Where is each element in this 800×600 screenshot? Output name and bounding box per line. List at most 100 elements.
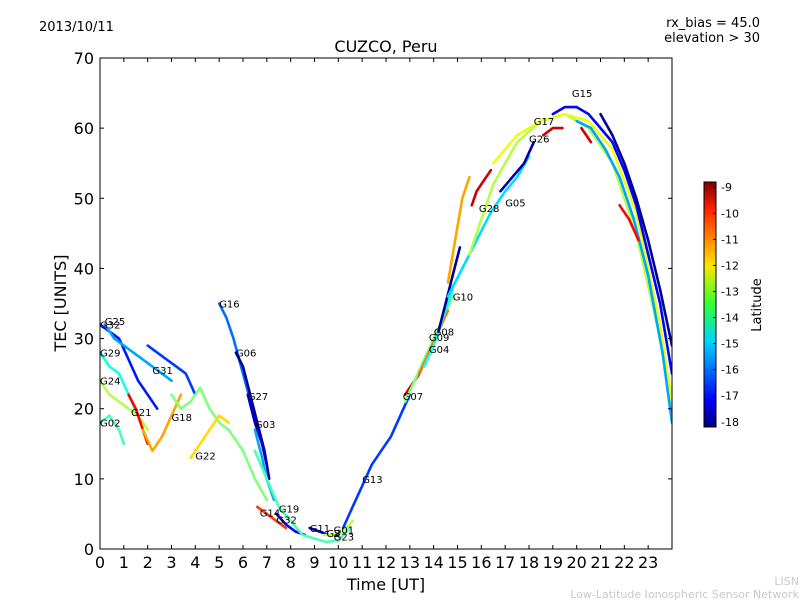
series-g23 [253, 449, 352, 544]
sat-label-g11: G11 [310, 524, 330, 535]
x-tick-label: 2 [143, 553, 153, 572]
sat-label-g15: G15 [572, 89, 592, 100]
series-g20 [468, 112, 672, 410]
sat-label-g10: G10 [453, 293, 473, 304]
colorbar [703, 181, 717, 428]
axis-ticks: 0 1 2 3 4 5 6 7 8 9 10 11 12 13 14 15 16 17 18 19 20 21 22 2301… [74, 49, 672, 572]
x-tick-label: 6 [238, 553, 248, 572]
sat-label-g2: G2 [326, 529, 340, 540]
x-tick-label: 21 [590, 553, 610, 572]
x-tick-label: 15 [447, 553, 467, 572]
satellite-labels: G32G25G29G24G02G21G31G18G22G16G06G27G03G… [100, 89, 592, 543]
x-tick-label: 8 [286, 553, 296, 572]
x-tick-label: 7 [262, 553, 272, 572]
x-tick-label: 12 [376, 553, 396, 572]
series-g12 [141, 393, 183, 453]
sat-label-g21: G21 [131, 408, 151, 419]
x-tick-label: 17 [495, 553, 515, 572]
sat-label-g04: G04 [429, 345, 449, 356]
sat-label-g14: G14 [260, 509, 280, 520]
x-tick-label: 9 [309, 553, 319, 572]
series-g01 [322, 519, 354, 537]
sat-label-g29: G29 [100, 349, 120, 360]
x-tick-label: 10 [328, 553, 348, 572]
x-axis-label: Time [UT] [346, 575, 425, 594]
colorbar-tick-label: -17 [721, 390, 739, 403]
series-g28 [446, 175, 471, 284]
colorbar-tick-label: -12 [721, 259, 739, 272]
series-g25 [103, 323, 173, 382]
series-g31 [146, 344, 197, 396]
colorbar-ticks: -9 -10 -11 -12 -13 -14 -15 -16 -17 -18 [713, 181, 739, 429]
y-tick-label: 10 [74, 470, 94, 489]
sat-label-g28: G28 [479, 204, 499, 215]
series-g26 [499, 140, 536, 193]
series-g18 [170, 386, 269, 502]
series-g15 [551, 105, 672, 375]
sat-label-g24: G24 [100, 377, 120, 388]
series-layer [100, 105, 672, 544]
y-tick-label: 60 [74, 119, 94, 138]
rx-bias-label: rx_bias = 45.0 [666, 16, 760, 31]
x-tick-label: 22 [614, 553, 634, 572]
sat-label-g31: G31 [152, 366, 172, 377]
x-tick-label: 4 [190, 553, 200, 572]
colorbar-tick-label: -16 [721, 364, 739, 377]
series-g13 [341, 393, 412, 530]
y-tick-label: 30 [74, 330, 94, 349]
sat-label-g27: G27 [248, 392, 268, 403]
y-tick-label: 70 [74, 49, 94, 68]
x-tick-label: 11 [352, 553, 372, 572]
x-tick-label: 14 [423, 553, 443, 572]
colorbar-tick-label: -9 [721, 181, 732, 194]
x-tick-label: 1 [119, 553, 129, 572]
sat-label-g06: G06 [236, 349, 256, 360]
series-g35 [580, 126, 593, 144]
x-tick-label: 5 [214, 553, 224, 572]
sat-label-g08: G08 [434, 328, 454, 339]
y-tick-label: 0 [84, 540, 94, 559]
series-g22 [189, 414, 230, 460]
x-tick-label: 16 [471, 553, 491, 572]
x-tick-label: 19 [543, 553, 563, 572]
sat-label-g23: G23 [334, 532, 354, 543]
series-g02 [100, 414, 126, 446]
x-tick-label: 20 [566, 553, 586, 572]
y-axis-label: TEC [UNITS] [51, 255, 70, 353]
colorbar-tick-label: -13 [721, 285, 739, 298]
chart-title: CUZCO, Peru [334, 37, 437, 56]
sat-label-g25: G25 [105, 317, 125, 328]
series-g33 [470, 168, 493, 207]
x-tick-label: 3 [166, 553, 176, 572]
x-tick-label: 13 [400, 553, 420, 572]
x-tick-label: 0 [95, 553, 105, 572]
sat-label-g18: G18 [172, 413, 192, 424]
sat-label-g09: G09 [429, 333, 449, 344]
plot-frame [99, 57, 673, 550]
y-tick-label: 20 [74, 400, 94, 419]
colorbar-tick-label: -11 [721, 233, 739, 246]
sat-label-g05: G05 [505, 199, 525, 210]
sat-label-g32: G32 [276, 516, 296, 527]
x-tick-label: 23 [638, 553, 658, 572]
y-tick-label: 40 [74, 259, 94, 278]
watermark-short: LISN [774, 575, 799, 588]
sat-label-g32: G32 [100, 321, 120, 332]
series-g30 [599, 112, 672, 347]
series-g05 [446, 154, 531, 298]
colorbar-tick-label: -14 [721, 312, 739, 325]
colorbar-label: Latitude [750, 278, 765, 332]
colorbar-tick-label: -15 [721, 338, 739, 351]
series-g36 [575, 119, 672, 424]
series-g10 [437, 246, 462, 333]
y-tick-label: 50 [74, 189, 94, 208]
sat-label-g13: G13 [362, 475, 382, 486]
sat-label-g07: G07 [403, 392, 423, 403]
elevation-label: elevation > 30 [664, 31, 760, 46]
series-g37 [618, 204, 640, 242]
sat-label-g26: G26 [529, 135, 549, 146]
sat-label-g19: G19 [279, 504, 299, 515]
date-label: 2013/10/11 [39, 20, 114, 35]
colorbar-tick-label: -18 [721, 416, 739, 429]
